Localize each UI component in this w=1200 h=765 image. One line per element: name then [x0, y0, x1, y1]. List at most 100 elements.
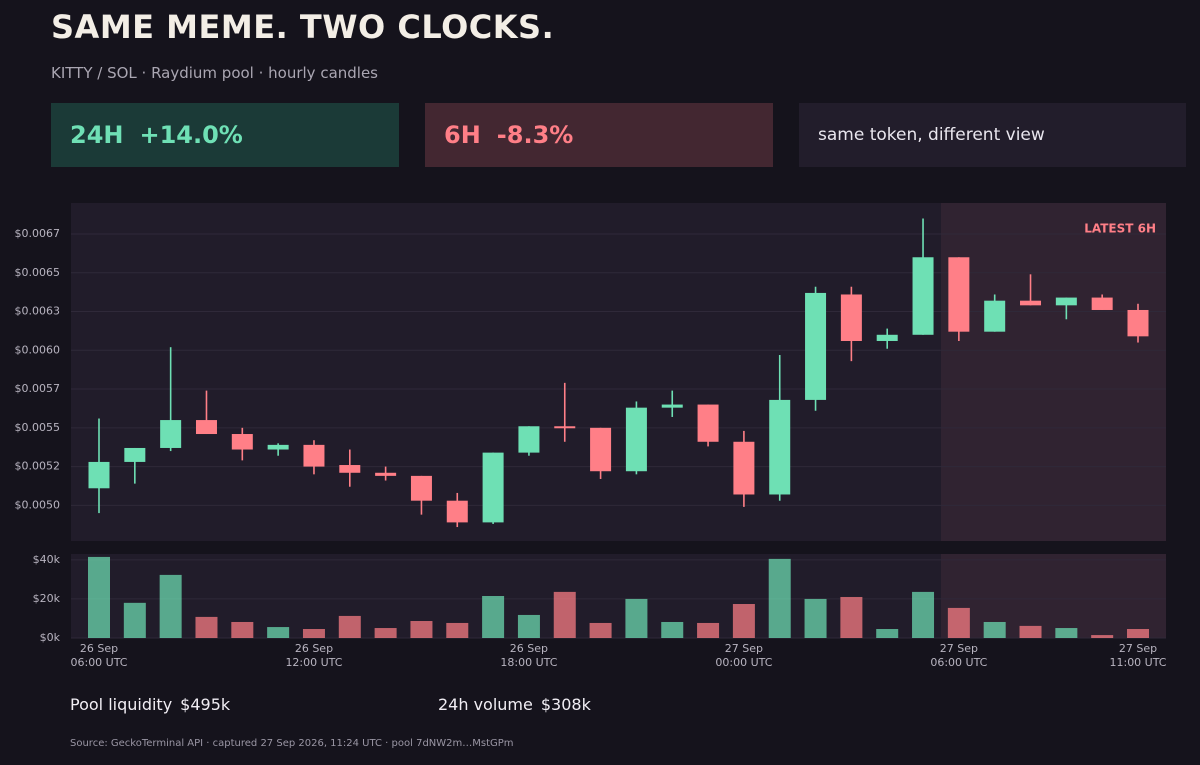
volume-bar — [1091, 635, 1114, 638]
candle-body — [231, 434, 253, 450]
y-tick-label: $0.0057 — [15, 382, 61, 395]
candle-body — [375, 472, 397, 476]
stat-value: $308k — [540, 695, 591, 714]
candle-body — [876, 334, 898, 341]
candle-body — [1127, 309, 1149, 337]
candle-body — [948, 257, 970, 332]
candle-body — [339, 465, 361, 473]
x-tick-label: 26 Sep 18:00 UTC — [500, 642, 558, 669]
volume-bar — [267, 627, 290, 638]
stat: Pool liquidity $495k — [70, 695, 230, 714]
y-tick-label: $0.0065 — [15, 266, 61, 279]
candle-body — [195, 420, 217, 435]
candle-body — [769, 399, 791, 495]
x-tick-label: 27 Sep 11:00 UTC — [1109, 642, 1167, 669]
candle-body — [88, 461, 110, 489]
candle-body — [805, 292, 827, 400]
y-tick-label: $0.0063 — [15, 305, 61, 318]
volume-tick-label: $20k — [33, 592, 61, 605]
card-label: same token, different view — [818, 125, 1045, 145]
card-value: +14.0% — [139, 121, 243, 149]
volume-bar — [338, 615, 361, 638]
candle-body — [303, 444, 325, 467]
volume-bar — [768, 558, 791, 638]
volume-bar — [589, 622, 612, 638]
volume-bar — [231, 621, 254, 638]
volume-bar — [697, 622, 720, 638]
volume-bar — [912, 591, 935, 638]
candle-body — [160, 420, 182, 448]
volume-bar — [732, 604, 755, 638]
volume-tick-label: $40k — [33, 553, 61, 566]
volume-bar — [661, 621, 684, 638]
candle-body — [733, 441, 755, 495]
candle-body — [410, 475, 432, 501]
y-tick-label: $0.0067 — [15, 227, 61, 240]
stat-label: Pool liquidity — [70, 695, 173, 714]
volume-bar — [88, 556, 110, 638]
y-tick-label: $0.0050 — [15, 498, 61, 511]
card: same token, different view — [799, 103, 1186, 167]
card-label: 6H — [444, 121, 481, 149]
candle-body — [267, 444, 289, 450]
y-tick-label: $0.0055 — [15, 421, 61, 434]
candle-body — [661, 404, 683, 408]
candle-body — [518, 426, 540, 453]
volume-bar — [410, 621, 433, 638]
x-tick-label: 27 Sep 00:00 UTC — [715, 642, 773, 669]
volume-bar — [983, 621, 1006, 638]
title: SAME MEME. TWO CLOCKS. — [51, 8, 555, 46]
volume-tick-label: $0k — [40, 631, 61, 644]
candle-body — [625, 407, 647, 472]
highlight-label: LATEST 6H — [1084, 222, 1156, 236]
stat: 24h volume $308k — [438, 695, 591, 714]
volume-bar — [553, 591, 576, 638]
x-tick-label: 26 Sep 06:00 UTC — [70, 642, 128, 669]
candle-body — [446, 500, 468, 523]
candle-body — [1020, 300, 1042, 306]
stat-value: $495k — [180, 695, 231, 714]
card-label: 24H — [70, 121, 124, 149]
card: 6H -8.3% — [425, 103, 773, 167]
volume-bar — [947, 607, 970, 638]
candle-body — [697, 404, 719, 442]
candle-body — [984, 300, 1006, 332]
volume-bar — [123, 602, 146, 638]
volume-bar — [446, 622, 469, 638]
volume-bar — [1127, 629, 1149, 638]
volume-bar — [625, 598, 648, 638]
volume-bar — [517, 614, 540, 638]
x-tick-label: 27 Sep 06:00 UTC — [930, 642, 988, 669]
candle-body — [482, 452, 504, 523]
card: 24H +14.0% — [51, 103, 399, 167]
volume-bar — [876, 629, 899, 638]
candle-body — [590, 427, 612, 472]
candle-body — [554, 426, 576, 429]
candle-body — [124, 447, 146, 462]
volume-panel — [71, 554, 1166, 638]
volume-bar — [1019, 625, 1042, 638]
card-value: -8.3% — [496, 121, 574, 149]
candle-body — [1091, 297, 1113, 310]
volume-bar — [840, 596, 863, 638]
x-tick-label: 26 Sep 12:00 UTC — [285, 642, 343, 669]
highlight-region — [940, 203, 1166, 541]
volume-bar — [302, 629, 325, 638]
volume-bar — [482, 596, 505, 638]
stat-label: 24h volume — [438, 695, 533, 714]
source: Source: GeckoTerminal API · captured 27 … — [70, 738, 514, 749]
y-tick-label: $0.0052 — [15, 460, 61, 473]
candle-body — [840, 294, 862, 341]
candle-body — [1055, 297, 1077, 306]
volume-bar — [804, 598, 827, 638]
candle-body — [912, 257, 934, 335]
volume-bar — [1055, 628, 1078, 638]
y-tick-label: $0.0060 — [15, 343, 61, 356]
highlight-region — [940, 554, 1166, 638]
volume-bar — [374, 628, 397, 638]
price-panel — [71, 203, 1166, 541]
volume-bar — [195, 616, 218, 638]
volume-bar — [159, 574, 182, 638]
